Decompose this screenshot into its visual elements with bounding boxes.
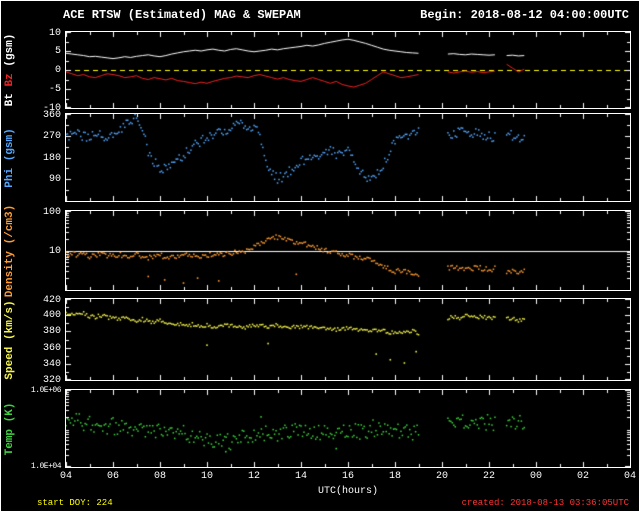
x-axis-label: UTC(hours) bbox=[317, 486, 378, 497]
x-tick-label: 04 bbox=[623, 471, 636, 482]
y-tick-label: 10 bbox=[48, 28, 61, 39]
x-tick-label: 22 bbox=[482, 471, 495, 482]
density-plot-canvas bbox=[66, 211, 630, 290]
panel-density bbox=[65, 210, 631, 291]
x-tick-label: 08 bbox=[153, 471, 166, 482]
y-tick-label: 340 bbox=[42, 358, 61, 370]
y-tick-label: 400 bbox=[42, 310, 61, 322]
panel-phi bbox=[65, 113, 631, 202]
phi-plot-canvas bbox=[66, 114, 630, 201]
y-tick-label: 320 bbox=[42, 375, 61, 386]
y-tick-label: 5 bbox=[54, 46, 61, 57]
x-tick-label: 00 bbox=[529, 471, 542, 482]
y-tick-label: 180 bbox=[42, 152, 61, 164]
panel-mag bbox=[65, 31, 631, 109]
panel-temp bbox=[65, 389, 631, 468]
created-timestamp: created: 2018-08-13 03:36:05UTC bbox=[461, 498, 629, 508]
temp-axis-label: Temp (K) bbox=[4, 402, 16, 455]
y-tick-label: 1.0E+04 bbox=[30, 462, 62, 471]
mag-plot-canvas bbox=[66, 32, 630, 108]
temp-plot-canvas bbox=[66, 390, 630, 467]
y-tick-label: -10 bbox=[42, 103, 61, 114]
x-tick-label: 16 bbox=[341, 471, 354, 482]
x-tick-label: 12 bbox=[247, 471, 260, 482]
y-tick-label: 90 bbox=[48, 174, 61, 186]
x-tick-label: 10 bbox=[200, 471, 213, 482]
y-tick-label: 270 bbox=[42, 130, 61, 142]
y-tick-label: 360 bbox=[42, 110, 61, 121]
y-tick-label: -5 bbox=[48, 84, 61, 95]
y-tick-label: 360 bbox=[42, 342, 61, 354]
x-tick-label: 14 bbox=[294, 471, 307, 482]
y-tick-label: 1.0E+06 bbox=[30, 386, 62, 395]
x-tick-label: 18 bbox=[388, 471, 401, 482]
y-tick-label: 420 bbox=[42, 295, 61, 306]
x-tick-label: 06 bbox=[106, 471, 119, 482]
start-doy-label: start DOY: 224 bbox=[37, 498, 113, 508]
y-tick-label: 100 bbox=[42, 207, 61, 218]
y-tick-label: 380 bbox=[42, 326, 61, 338]
x-tick-label: 04 bbox=[59, 471, 72, 482]
x-tick-label: 20 bbox=[435, 471, 448, 482]
plot-title: ACE RTSW (Estimated) MAG & SWEPAM bbox=[63, 8, 301, 22]
begin-timestamp: Begin: 2018-08-12 04:00:00UTC bbox=[420, 8, 629, 22]
y-tick-label: 0 bbox=[54, 65, 61, 76]
panel-speed bbox=[65, 298, 631, 381]
x-tick-label: 02 bbox=[576, 471, 589, 482]
speed-plot-canvas bbox=[66, 299, 630, 380]
y-tick-label: 10 bbox=[48, 245, 61, 257]
